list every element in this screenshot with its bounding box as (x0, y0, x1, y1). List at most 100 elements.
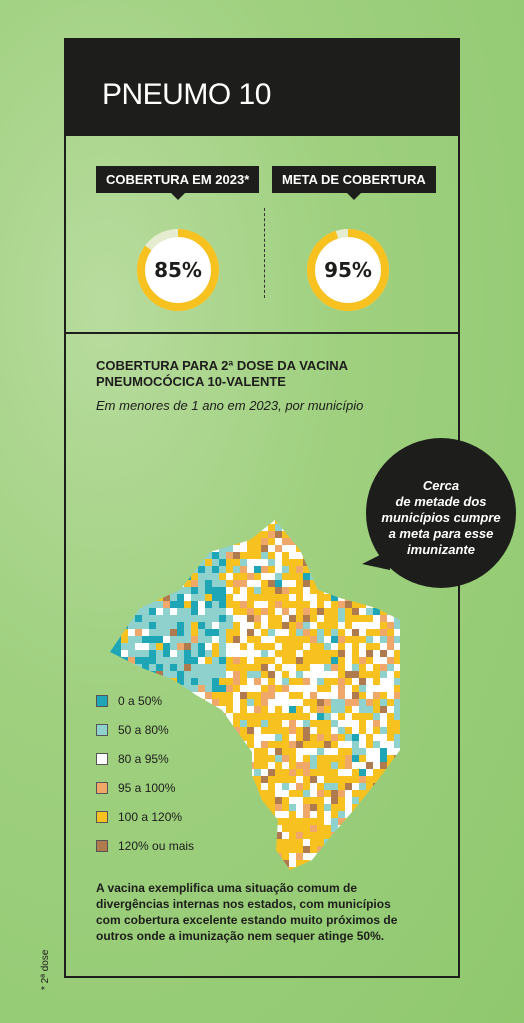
map-cell (338, 615, 345, 622)
map-cell (345, 608, 352, 615)
map-cell (338, 636, 345, 643)
map-cell (282, 657, 289, 664)
map-cell (191, 566, 198, 573)
map-cell (331, 650, 338, 657)
map-cell (394, 762, 400, 769)
map-cell (282, 615, 289, 622)
map-cell (303, 671, 310, 678)
map-cell (359, 678, 366, 685)
map-cell (135, 538, 142, 545)
legend-swatch (96, 781, 108, 794)
map-cell (184, 538, 191, 545)
map-cell (296, 678, 303, 685)
map-cell (128, 629, 135, 636)
map-cell (198, 678, 205, 685)
map-cell (387, 636, 394, 643)
map-cell (247, 692, 254, 699)
map-cell (324, 510, 331, 517)
map-cell (324, 664, 331, 671)
map-cell (352, 748, 359, 755)
map-cell (110, 524, 114, 531)
map-cell (163, 629, 170, 636)
map-cell (247, 755, 254, 762)
map-cell (149, 552, 156, 559)
map-cell (275, 769, 282, 776)
map-cell (303, 608, 310, 615)
map-cell (247, 678, 254, 685)
map-cell (254, 608, 261, 615)
map-cell (184, 601, 191, 608)
map-cell (233, 678, 240, 685)
map-cell (352, 643, 359, 650)
map-cell (338, 699, 345, 706)
map-cell (254, 790, 261, 797)
map-cell (345, 825, 352, 832)
kpi-label: COBERTURA EM 2023* (96, 166, 260, 200)
map-cell (261, 510, 268, 517)
map-cell (275, 657, 282, 664)
map-cell (359, 636, 366, 643)
map-cell (212, 811, 219, 818)
map-cell (331, 608, 338, 615)
map-cell (296, 643, 303, 650)
map-cell (303, 769, 310, 776)
map-cell (394, 818, 400, 825)
map-cell (156, 580, 163, 587)
map-cell (366, 594, 373, 601)
map-cell (310, 636, 317, 643)
map-cell (184, 636, 191, 643)
map-cell (240, 748, 247, 755)
map-cell (219, 846, 226, 853)
map-cell (338, 860, 345, 867)
map-cell (331, 692, 338, 699)
map-cell (317, 776, 324, 783)
map-cell (268, 790, 275, 797)
map-cell (359, 594, 366, 601)
map-cell (226, 846, 233, 853)
map-cell (345, 790, 352, 797)
map-cell (380, 573, 387, 580)
map-cell (156, 573, 163, 580)
map-cell (275, 706, 282, 713)
map-cell (366, 657, 373, 664)
map-cell (268, 545, 275, 552)
map-cell (338, 769, 345, 776)
map-cell (289, 552, 296, 559)
map-cell (338, 867, 345, 870)
map-cell (275, 790, 282, 797)
map-cell (366, 762, 373, 769)
map-cell (219, 685, 226, 692)
map-cell (359, 510, 366, 517)
map-cell (275, 587, 282, 594)
map-cell (212, 762, 219, 769)
map-cell (219, 559, 226, 566)
map-cell (317, 664, 324, 671)
map-cell (170, 650, 177, 657)
map-cell (310, 664, 317, 671)
map-cell (380, 741, 387, 748)
map-cell (212, 520, 219, 524)
map-cell (191, 867, 198, 870)
map-cell (212, 622, 219, 629)
map-cell (240, 622, 247, 629)
chart-title-line: COBERTURA PARA 2ª DOSE DA VACINA (96, 358, 349, 373)
map-cell (156, 650, 163, 657)
map-cell (366, 664, 373, 671)
map-cell (233, 853, 240, 860)
map-cell (317, 566, 324, 573)
map-cell (254, 615, 261, 622)
map-cell (324, 615, 331, 622)
map-cell (114, 678, 121, 685)
map-cell (191, 524, 198, 531)
map-cell (240, 685, 247, 692)
map-cell (128, 650, 135, 657)
map-cell (366, 615, 373, 622)
map-cell (128, 657, 135, 664)
map-cell (373, 811, 380, 818)
map-cell (373, 636, 380, 643)
map-cell (317, 727, 324, 734)
map-cell (310, 608, 317, 615)
map-cell (275, 622, 282, 629)
map-cell (303, 755, 310, 762)
map-cell (114, 643, 121, 650)
